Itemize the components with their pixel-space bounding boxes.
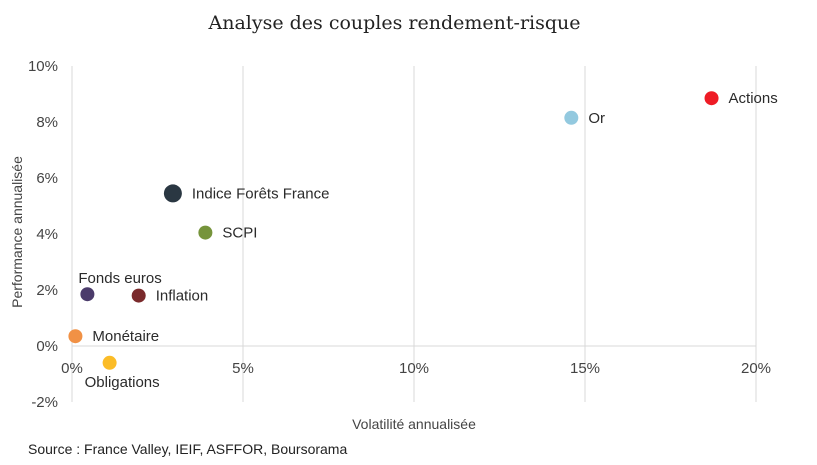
x-tick-label: 15% [570, 360, 600, 377]
source-note: Source : France Valley, IEIF, ASFFOR, Bo… [28, 441, 348, 457]
point-label: Indice Forêts France [192, 185, 330, 202]
point-label: Monétaire [92, 328, 159, 345]
y-tick-label: -2% [31, 394, 58, 411]
data-point [163, 184, 182, 203]
data-point [564, 110, 579, 125]
y-tick-label: 6% [36, 170, 58, 187]
x-tick-label: 5% [232, 360, 254, 377]
gridlines [242, 66, 757, 402]
data-point [131, 288, 146, 303]
y-tick-label: 2% [36, 282, 58, 299]
x-tick-label: 0% [61, 360, 83, 377]
point-label: SCPI [222, 225, 257, 242]
y-tick-label: 10% [28, 58, 58, 75]
point-label: Actions [729, 90, 778, 107]
data-point [68, 329, 83, 344]
axes [71, 66, 756, 402]
data-point [102, 355, 117, 370]
x-axis-label: Volatilité annualisée [352, 416, 476, 432]
chart-title: Analyse des couples rendement-risque [208, 12, 581, 34]
y-tick-label: 4% [36, 226, 58, 243]
x-tick-label: 10% [399, 360, 429, 377]
data-points: Actions Or Indice Forêts France SCPI Fonds e… [68, 90, 778, 391]
data-point [704, 91, 719, 106]
point-label: Obligations [85, 374, 160, 391]
point-label: Or [588, 110, 605, 127]
y-axis-label: Performance annualisée [9, 156, 25, 308]
y-tick-label: 8% [36, 114, 58, 131]
tick-labels: 0% 5% 10% 15% 20%-2%0%2%4%6%8%10% [28, 58, 771, 411]
data-point [80, 287, 95, 302]
data-point [198, 225, 213, 240]
point-label: Inflation [156, 288, 209, 305]
y-tick-label: 0% [36, 338, 58, 355]
x-tick-label: 20% [741, 360, 771, 377]
point-label: Fonds euros [78, 270, 161, 287]
